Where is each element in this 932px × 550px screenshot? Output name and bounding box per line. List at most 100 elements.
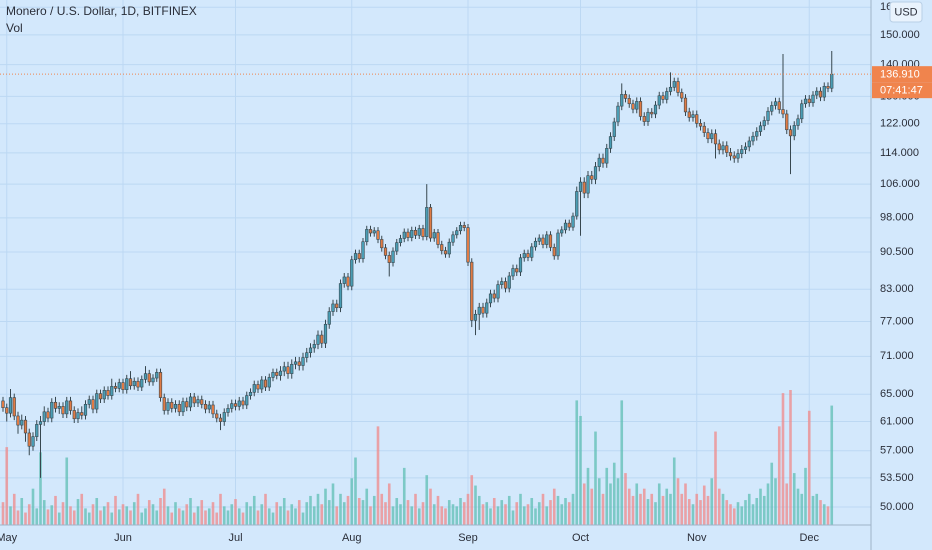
candle-body (248, 391, 253, 396)
volume-bar (215, 512, 219, 525)
candle-body (691, 114, 695, 118)
volume-bar (286, 510, 290, 525)
volume-bar (447, 500, 451, 525)
candle-body (725, 145, 729, 153)
volume-bar (425, 475, 429, 525)
volume-bar (354, 457, 357, 525)
volume-bar (399, 504, 402, 525)
candle-body (747, 140, 751, 148)
candle-body (166, 401, 170, 411)
volume-bar (620, 400, 624, 525)
candle-body (1, 400, 5, 408)
volume-bar (706, 495, 710, 525)
volume-bar (432, 504, 436, 525)
volume-bar (740, 506, 744, 525)
volume-bar (144, 508, 147, 525)
candle-body (447, 241, 451, 255)
volume-bar (140, 512, 144, 525)
volume-bar (747, 493, 751, 525)
candle-body (680, 92, 684, 99)
volume-bar (312, 506, 316, 525)
volume-bar (241, 512, 245, 525)
volume-bar (204, 510, 207, 525)
candle-body (158, 372, 163, 398)
candle-body (117, 382, 121, 389)
volume-bar (324, 488, 327, 525)
volume-bar (189, 498, 192, 525)
volume-bar (421, 502, 425, 525)
volume-bar (661, 495, 665, 525)
candle-body (796, 118, 800, 126)
volume-bar (616, 478, 620, 525)
candle-body (140, 379, 144, 388)
candle-body (620, 94, 624, 107)
candle-body (218, 417, 223, 422)
candle-body (451, 234, 455, 243)
candle-body (305, 352, 309, 358)
volume-bar (582, 483, 586, 525)
candle-body (27, 432, 31, 447)
volume-bar (792, 473, 796, 525)
candle-body (698, 123, 703, 127)
candle-body (316, 334, 320, 345)
candle-body (676, 81, 680, 93)
candle-body (290, 363, 294, 374)
volume-bar (826, 506, 830, 525)
volume-bar (590, 488, 594, 525)
candle-body (293, 361, 298, 365)
volume-bar (402, 467, 406, 525)
candle-body (650, 111, 654, 115)
candle-body (16, 415, 20, 426)
candle-body (755, 131, 759, 137)
currency-button[interactable]: USD (889, 1, 923, 23)
candle-body (147, 373, 151, 383)
volume-bar (414, 493, 417, 525)
candle-body (222, 412, 226, 422)
volume-bar (714, 431, 717, 525)
volume-bar (601, 493, 605, 525)
volume-bar (594, 431, 597, 525)
volume-bar (680, 493, 684, 525)
volume-bar (691, 504, 695, 525)
volume-bar (526, 504, 530, 525)
candle-body (758, 125, 763, 132)
volume-bar (511, 510, 515, 525)
candle-body (106, 390, 110, 396)
volume-bar (507, 495, 511, 525)
currency-button-label[interactable]: USD (894, 6, 917, 18)
y-tick-label: 57.000 (880, 445, 914, 457)
candle-body (320, 334, 324, 344)
volume-bar (436, 495, 440, 525)
candle-body (781, 109, 785, 115)
candle-body (357, 253, 361, 260)
volume-bar (470, 475, 474, 525)
volume-layer (1, 390, 834, 525)
volume-bar (676, 478, 680, 525)
candle-body (631, 103, 635, 110)
candle-body (177, 404, 181, 413)
candle-body (42, 411, 46, 422)
volume-bar (181, 510, 185, 525)
volume-bar (631, 495, 635, 525)
candle-body (428, 207, 433, 239)
volume-bar (106, 502, 110, 525)
y-tick-label: 83.000 (880, 283, 914, 295)
volume-bar (541, 493, 545, 525)
candle-body (312, 344, 316, 349)
volume-bar (519, 493, 522, 525)
candle-body (773, 101, 778, 106)
volume-bar (20, 498, 24, 525)
candle-body (702, 125, 706, 133)
volume-bar (95, 498, 99, 525)
candle-body (635, 101, 639, 110)
candle-body (563, 222, 568, 231)
volume-bar (605, 467, 609, 525)
volume-bar (309, 495, 312, 525)
currency-button-box[interactable] (889, 1, 923, 23)
candle-body (665, 91, 669, 100)
candle-body (777, 101, 781, 110)
candle-body (260, 379, 264, 390)
candle-body (488, 293, 493, 304)
